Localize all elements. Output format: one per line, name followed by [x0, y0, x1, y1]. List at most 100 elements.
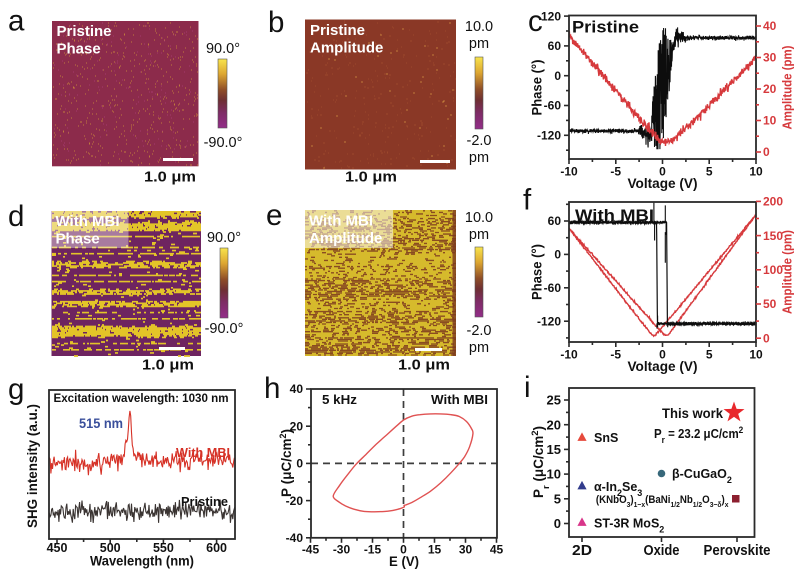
svg-text:120: 120 — [541, 9, 561, 23]
svg-text:-5: -5 — [610, 348, 621, 362]
svg-text:0: 0 — [763, 331, 770, 345]
svg-text:-2.0: -2.0 — [467, 323, 492, 339]
svg-text:Voltage (V): Voltage (V) — [628, 176, 698, 191]
svg-text:-120: -120 — [537, 129, 561, 143]
svg-text:pm: pm — [469, 340, 489, 356]
svg-text:b: b — [268, 6, 284, 39]
svg-text:-45: -45 — [302, 542, 320, 556]
svg-text:-20: -20 — [286, 494, 304, 508]
svg-text:-10: -10 — [560, 348, 578, 362]
svg-text:15: 15 — [547, 442, 561, 457]
svg-text:5: 5 — [706, 165, 713, 179]
svg-text:10.0: 10.0 — [465, 19, 493, 35]
svg-text:-15: -15 — [364, 542, 382, 556]
svg-text:With MBI: With MBI — [431, 392, 488, 407]
svg-text:50: 50 — [763, 297, 777, 311]
svg-text:25: 25 — [547, 393, 561, 408]
svg-text:With MBI: With MBI — [176, 445, 230, 460]
svg-text:-90.0°: -90.0° — [204, 135, 243, 151]
svg-text:ST-3R MoS2: ST-3R MoS2 — [594, 517, 664, 535]
svg-text:Voltage (V): Voltage (V) — [628, 359, 698, 374]
svg-text:Oxide: Oxide — [644, 543, 680, 559]
svg-text:40: 40 — [290, 382, 304, 396]
svg-text:E (V): E (V) — [389, 554, 419, 569]
svg-text:Phase: Phase — [56, 231, 100, 248]
svg-text:0: 0 — [659, 348, 666, 362]
svg-text:5: 5 — [706, 348, 713, 362]
svg-text:10: 10 — [547, 467, 561, 482]
svg-text:1.0 μm: 1.0 μm — [142, 358, 194, 374]
svg-text:0: 0 — [554, 69, 561, 83]
svg-text:10.0: 10.0 — [465, 210, 493, 226]
svg-text:Phase (°): Phase (°) — [530, 60, 545, 116]
svg-text:Wavelength (nm): Wavelength (nm) — [90, 554, 194, 569]
svg-text:-10: -10 — [560, 165, 578, 179]
svg-text:10: 10 — [749, 165, 763, 179]
svg-text:f: f — [523, 184, 532, 217]
svg-text:This work: This work — [662, 405, 723, 421]
svg-text:d: d — [8, 200, 24, 233]
svg-text:0: 0 — [554, 516, 561, 531]
svg-text:20: 20 — [547, 417, 561, 432]
svg-text:g: g — [8, 373, 24, 406]
svg-text:Amplitude (pm): Amplitude (pm) — [780, 46, 795, 130]
svg-text:20: 20 — [763, 82, 777, 96]
svg-text:2D: 2D — [572, 543, 592, 559]
svg-text:Phase (°): Phase (°) — [530, 244, 545, 300]
svg-text:200: 200 — [763, 195, 783, 209]
svg-text:450: 450 — [47, 541, 68, 555]
svg-text:-30: -30 — [333, 542, 351, 556]
svg-text:0: 0 — [554, 248, 561, 262]
svg-text:pm: pm — [469, 36, 489, 52]
svg-text:5: 5 — [554, 491, 561, 506]
svg-text:20: 20 — [290, 419, 304, 433]
svg-text:β-CuGaO2: β-CuGaO2 — [672, 467, 732, 485]
svg-text:0: 0 — [400, 542, 407, 556]
svg-text:90.0°: 90.0° — [206, 41, 240, 57]
svg-text:SnS: SnS — [594, 431, 618, 445]
svg-text:Pristine: Pristine — [181, 494, 228, 509]
svg-text:-40: -40 — [286, 531, 304, 545]
svg-text:30: 30 — [763, 51, 777, 65]
svg-text:Amplitude: Amplitude — [310, 40, 383, 57]
svg-text:-2.0: -2.0 — [467, 133, 492, 149]
svg-text:10: 10 — [763, 114, 777, 128]
svg-text:45: 45 — [490, 542, 504, 556]
svg-text:pm: pm — [469, 227, 489, 243]
svg-text:60: 60 — [548, 39, 562, 53]
svg-text:Phase: Phase — [57, 41, 101, 58]
svg-text:15: 15 — [428, 542, 442, 556]
svg-text:100: 100 — [763, 263, 783, 277]
svg-text:150: 150 — [763, 229, 783, 243]
svg-text:90.0°: 90.0° — [207, 230, 241, 246]
svg-text:a: a — [8, 5, 25, 38]
svg-text:With MBI: With MBI — [56, 213, 120, 230]
svg-text:h: h — [264, 372, 280, 405]
svg-text:600: 600 — [206, 541, 227, 555]
svg-text:Amplitude: Amplitude — [309, 230, 382, 247]
svg-text:515 nm: 515 nm — [79, 416, 123, 431]
svg-text:i: i — [524, 371, 531, 404]
svg-text:Pristine: Pristine — [57, 23, 112, 40]
svg-text:α-In2Se3: α-In2Se3 — [594, 480, 642, 498]
svg-text:Perovskite: Perovskite — [704, 543, 771, 559]
svg-text:P (μC/cm2): P (μC/cm2) — [278, 429, 294, 497]
svg-text:1.0 μm: 1.0 μm — [345, 170, 397, 186]
svg-text:30: 30 — [459, 542, 473, 556]
svg-text:Excitation wavelength: 1030 nm: Excitation wavelength: 1030 nm — [54, 391, 229, 405]
svg-text:Amplitude (pm): Amplitude (pm) — [780, 230, 795, 314]
svg-text:Pristine: Pristine — [572, 19, 639, 37]
svg-text:-60: -60 — [544, 281, 562, 295]
svg-text:5 kHz: 5 kHz — [322, 392, 358, 407]
svg-text:With MBI: With MBI — [575, 207, 654, 225]
svg-text:550: 550 — [153, 541, 174, 555]
svg-text:e: e — [266, 199, 282, 232]
svg-text:c: c — [528, 5, 543, 38]
svg-text:0: 0 — [763, 145, 770, 159]
svg-text:0: 0 — [296, 457, 303, 471]
svg-text:500: 500 — [100, 541, 121, 555]
svg-text:1.0 μm: 1.0 μm — [144, 170, 196, 186]
svg-text:-60: -60 — [544, 99, 562, 113]
svg-text:40: 40 — [763, 19, 777, 33]
svg-text:Pristine: Pristine — [310, 22, 365, 39]
